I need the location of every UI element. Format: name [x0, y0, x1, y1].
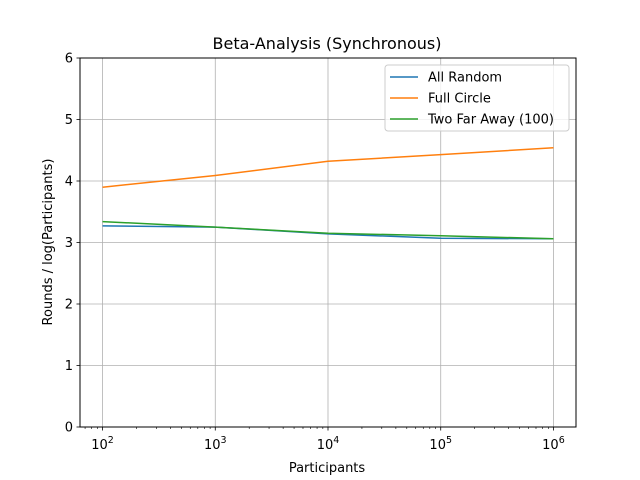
legend: All Random Full Circle Two Far Away (100) [384, 64, 570, 132]
y-tick-label: 5 [65, 113, 73, 128]
legend-label-3: Two Far Away (100) [427, 113, 554, 128]
legend-box [384, 64, 570, 132]
legend-label-2: Full Circle [428, 92, 491, 107]
y-tick-label: 0 [65, 421, 73, 436]
x-tick-label: 105 [429, 435, 452, 453]
y-tick-label: 6 [65, 52, 73, 67]
y-tick-label: 1 [65, 359, 73, 374]
y-tick-label: 4 [65, 175, 73, 190]
series-layer [102, 147, 554, 240]
tick-layer: 0 1 2 3 4 5 6 102 103 104 105 106 [65, 52, 565, 454]
y-axis-label: Rounds / log(Participants) [41, 159, 56, 326]
x-tick-label: 103 [204, 435, 227, 453]
x-tick-label: 104 [317, 435, 340, 453]
minor-ticks [84, 427, 549, 429]
y-tick-label: 3 [65, 236, 73, 251]
series-line-3 [102, 220, 554, 240]
x-tick-label: 106 [542, 435, 565, 453]
grid-layer [80, 57, 576, 428]
legend-label-1: All Random [428, 71, 502, 86]
y-tick-label: 2 [65, 298, 73, 313]
x-tick-label: 102 [91, 435, 114, 453]
chart-title: Beta-Analysis (Synchronous) [213, 34, 442, 53]
x-axis-label: Participants [289, 461, 366, 476]
series-line-2 [102, 147, 554, 188]
